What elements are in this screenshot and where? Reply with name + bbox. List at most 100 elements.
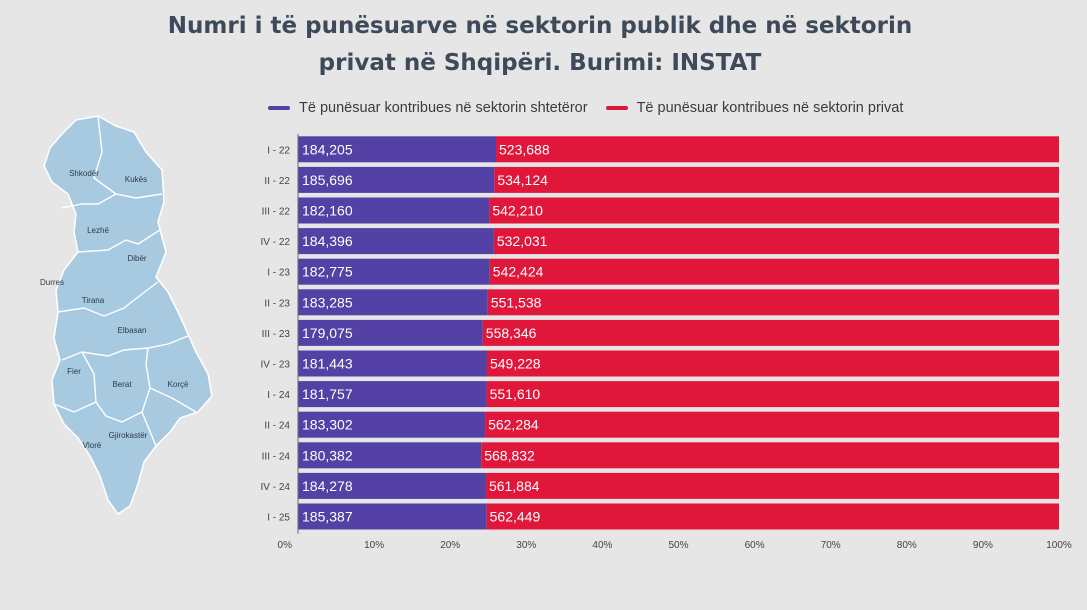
category-label-2: III - 22 [262, 207, 291, 218]
bar-label-public-4: 182,775 [302, 264, 353, 280]
bar-label-public-3: 184,396 [302, 233, 353, 249]
bar-label-public-6: 179,075 [302, 325, 353, 341]
albania-map: Shkodër Kukës Lezhë Dibër Durres Tirana … [40, 115, 213, 516]
map-label-elbasan: Elbasan [118, 326, 147, 335]
bar-label-public-12: 185,387 [302, 509, 353, 525]
bar-label-public-10: 180,382 [302, 447, 353, 463]
category-label-4: I - 23 [267, 268, 290, 279]
category-label-1: II - 22 [264, 176, 290, 187]
bar-label-private-4: 542,424 [493, 264, 544, 280]
category-label-0: I - 22 [267, 145, 290, 156]
bar-private-9 [485, 411, 1059, 438]
albania-map-shape [43, 115, 213, 516]
bar-label-private-0: 523,688 [499, 141, 550, 157]
x-tick-label-8: 80% [897, 540, 917, 551]
map-label-durres: Durres [40, 278, 64, 287]
map-label-diber: Dibër [127, 254, 146, 263]
x-tick-label-9: 90% [973, 540, 993, 551]
bar-public-10 [298, 442, 482, 469]
bar-public-4 [298, 258, 490, 285]
bar-public-12 [298, 503, 487, 530]
bar-public-8 [298, 381, 487, 408]
legend-swatch-private [605, 106, 628, 110]
map-label-berat: Berat [112, 380, 132, 389]
legend-item-private: Të punësuar kontribues në sektorin priva… [605, 100, 904, 116]
bar-private-2 [489, 197, 1060, 224]
bar-public-9 [298, 411, 486, 438]
x-tick-label-5: 50% [668, 540, 688, 551]
chart-title-line-1: Numri i të punësuarve në sektorin publik… [167, 13, 913, 39]
map-label-korce: Korçë [168, 380, 189, 389]
category-label-8: I - 24 [267, 390, 290, 401]
bar-label-private-2: 542,210 [492, 203, 543, 219]
bar-label-public-7: 181,443 [302, 356, 353, 372]
bar-label-private-3: 532,031 [497, 233, 548, 249]
x-tick-label-10: 100% [1046, 540, 1072, 551]
bar-private-5 [487, 289, 1059, 316]
bar-public-7 [298, 350, 487, 377]
x-tick-label-3: 30% [516, 540, 536, 551]
bar-label-private-8: 551,610 [490, 386, 541, 402]
category-label-7: IV - 23 [261, 360, 291, 371]
bar-public-11 [298, 472, 486, 499]
category-label-6: III - 23 [262, 329, 291, 340]
bar-private-11 [485, 472, 1059, 499]
bar-public-6 [298, 319, 483, 346]
x-tick-label-4: 40% [592, 540, 612, 551]
bar-private-6 [482, 319, 1059, 346]
bar-label-private-5: 551,538 [491, 294, 542, 310]
map-label-kukes: Kukës [125, 175, 147, 184]
bar-private-3 [493, 228, 1060, 255]
category-label-10: III - 24 [262, 451, 291, 462]
chart-title-line-2: privat në Shqipëri. Burimi: INSTAT [318, 50, 762, 76]
map-label-shkoder: Shkodër [69, 169, 99, 178]
x-tick-label-2: 20% [440, 540, 460, 551]
bar-label-private-1: 534,124 [497, 172, 548, 188]
category-label-12: I - 25 [267, 513, 290, 524]
chart-title: Numri i të punësuarve në sektorin publik… [60, 8, 1020, 82]
bar-public-3 [298, 228, 494, 255]
bar-label-public-0: 184,205 [302, 141, 353, 157]
bar-private-10 [481, 442, 1059, 469]
category-label-5: II - 23 [264, 298, 290, 309]
x-tick-label-6: 60% [745, 540, 765, 551]
bar-label-private-7: 549,228 [490, 356, 541, 372]
map-label-lezhe: Lezhë [87, 226, 109, 235]
x-tick-label-1: 10% [364, 540, 384, 551]
category-label-11: IV - 24 [261, 482, 291, 493]
bar-label-private-11: 561,884 [489, 478, 540, 494]
legend-label-public: Të punësuar kontribues në sektorin shtet… [299, 100, 588, 116]
bar-private-4 [489, 258, 1059, 285]
bar-public-5 [298, 289, 488, 316]
bar-label-public-2: 182,160 [302, 203, 353, 219]
bar-label-public-8: 181,757 [302, 386, 353, 402]
bar-label-private-12: 562,449 [490, 509, 541, 525]
map-label-gjirokaster: Gjirokastër [109, 431, 148, 440]
legend-label-private: Të punësuar kontribues në sektorin priva… [636, 100, 904, 116]
bar-private-0 [496, 136, 1059, 163]
bar-label-public-9: 183,302 [302, 417, 353, 433]
bar-label-public-1: 185,696 [302, 172, 353, 188]
bar-label-private-9: 562,284 [488, 417, 539, 433]
bar-public-2 [298, 197, 490, 224]
legend-item-public: Të punësuar kontribues në sektorin shtet… [268, 100, 588, 116]
bar-private-8 [486, 381, 1059, 408]
bar-label-private-10: 568,832 [484, 447, 535, 463]
map-label-tirana: Tirana [82, 296, 105, 305]
category-label-9: II - 24 [264, 421, 290, 432]
bar-label-public-11: 184,278 [302, 478, 353, 494]
bar-private-7 [486, 350, 1059, 377]
bar-label-public-5: 183,285 [302, 294, 353, 310]
legend-swatch-public [268, 106, 290, 110]
bar-public-1 [298, 166, 495, 193]
x-tick-label-7: 70% [821, 540, 841, 551]
category-label-3: IV - 22 [261, 237, 291, 248]
bar-private-12 [486, 503, 1059, 530]
map-label-vlore: Vlorë [83, 441, 102, 450]
x-tick-label-0: 0% [278, 540, 293, 551]
map-label-fier: Fier [67, 367, 81, 376]
chart-legend: Të punësuar kontribues në sektorin shtet… [268, 98, 921, 118]
bar-private-1 [494, 166, 1059, 193]
bar-public-0 [298, 136, 497, 163]
